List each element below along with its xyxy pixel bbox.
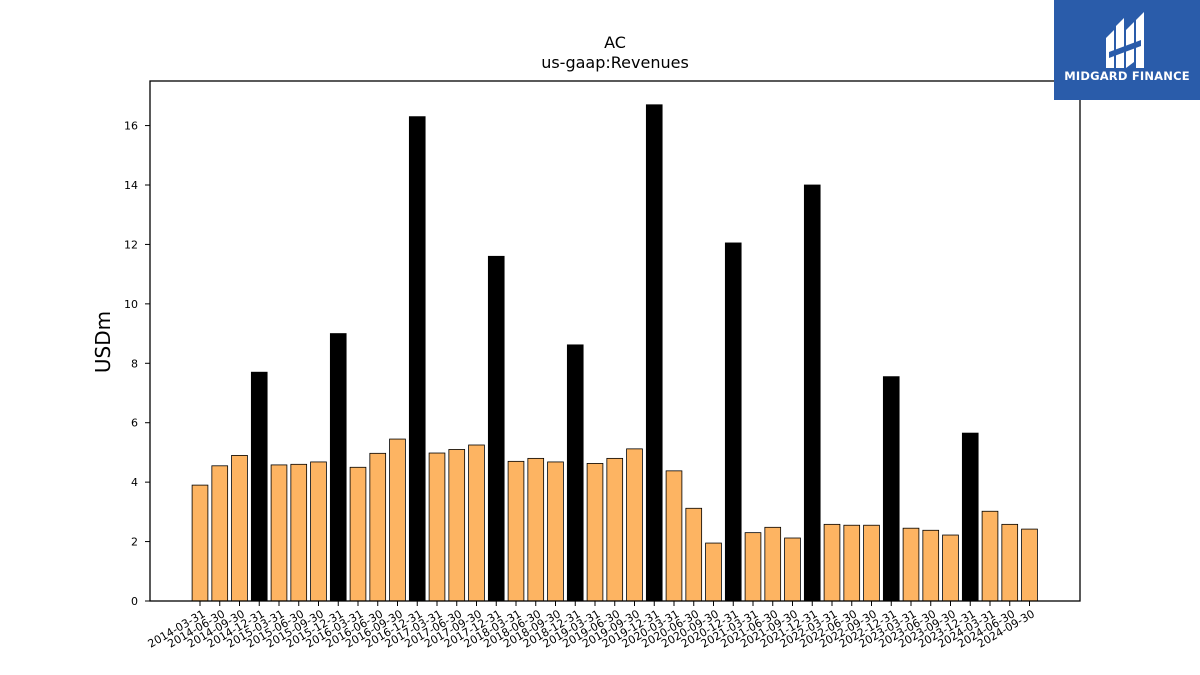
quarter-bar	[527, 457, 545, 602]
quarter-bar	[823, 523, 841, 602]
annual-bar	[882, 376, 900, 602]
annual-bar	[724, 242, 742, 602]
quarter-bar	[270, 464, 288, 602]
quarter-bar	[310, 461, 327, 602]
quarter-bar	[705, 542, 722, 602]
quarter-bar	[231, 454, 248, 602]
quarter-bar	[1001, 523, 1019, 602]
quarter-bar	[744, 532, 762, 602]
y-tick-label: 0	[131, 595, 138, 608]
quarter-bar	[685, 507, 703, 602]
bar-series	[191, 104, 1038, 602]
quarter-bar	[843, 524, 861, 602]
midgard-finance-logo: MIDGARD FINANCE	[1054, 0, 1200, 100]
annual-bar	[329, 333, 347, 602]
midgard-logo-mark-icon	[1054, 0, 1200, 100]
quarter-bar	[389, 438, 406, 602]
plot-frame	[149, 80, 1081, 602]
quarter-bar	[942, 534, 959, 602]
quarter-bar	[1021, 528, 1038, 602]
annual-bar	[250, 371, 268, 602]
annual-bar	[566, 344, 584, 602]
annual-bar	[408, 116, 426, 602]
quarter-bar	[922, 529, 940, 602]
quarter-bar	[764, 526, 782, 602]
quarter-bar	[369, 452, 387, 602]
chart-title: AC	[604, 33, 626, 52]
quarter-bar	[468, 444, 485, 602]
chart-subtitle: us-gaap:Revenues	[541, 53, 689, 72]
quarter-bar	[784, 537, 801, 602]
quarter-bar	[349, 466, 367, 602]
y-tick-label: 14	[124, 179, 138, 192]
quarter-bar	[863, 524, 880, 602]
y-tick-label: 10	[124, 298, 138, 311]
y-tick-label: 16	[124, 120, 138, 133]
quarter-bar	[428, 452, 446, 602]
quarter-bar	[448, 449, 466, 602]
quarter-bar	[981, 510, 999, 602]
quarter-bar	[586, 463, 604, 602]
annual-bar	[487, 255, 505, 602]
annual-bar	[645, 104, 663, 602]
y-tick-label: 12	[124, 238, 138, 251]
quarter-bar	[211, 465, 229, 602]
y-tick-label: 2	[131, 536, 138, 549]
y-axis-label: USDm	[91, 311, 115, 373]
y-axis-ticks: 0 2 4 6 8 10 12 14 16	[124, 120, 150, 608]
quarter-bar	[626, 448, 643, 602]
quarter-bar	[290, 463, 308, 602]
annual-bar	[803, 184, 821, 602]
quarter-bar	[547, 461, 564, 602]
y-tick-label: 8	[131, 357, 138, 370]
quarter-bar	[665, 470, 683, 602]
quarter-bar	[606, 457, 624, 602]
y-tick-label: 6	[131, 417, 138, 430]
x-axis-ticks: 2014-03-312014-06-302014-09-302014-12-31…	[146, 601, 1037, 651]
y-tick-label: 4	[131, 476, 138, 489]
quarter-bar	[507, 460, 525, 602]
quarter-bar	[191, 484, 209, 602]
annual-bar	[961, 432, 979, 602]
logo-text: MIDGARD FINANCE	[1064, 69, 1190, 83]
quarter-bar	[902, 527, 920, 602]
